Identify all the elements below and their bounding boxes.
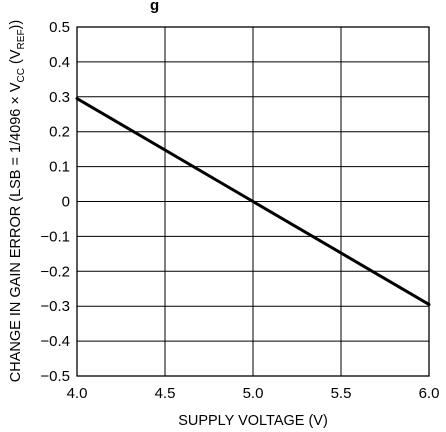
x-axis-label: SUPPLY VOLTAGE (V) [178,413,328,429]
y-axis-label-part: CHANGE IN GAIN ERROR (LSB = 1/4096 × V [8,82,24,382]
y-axis-label: CHANGE IN GAIN ERROR (LSB = 1/4096 × VCC… [8,20,27,382]
y-tick-label: 0.5 [49,19,70,36]
y-axis-label-sub-ref: REF [16,29,27,49]
y-tick-label: −0.5 [40,368,70,385]
x-tick-labels: 4.0 4.5 5.0 5.5 6.0 [67,385,440,402]
y-tick-label: 0.1 [49,159,70,176]
x-tick-label: 4.5 [155,385,176,402]
x-tick-label: 5.5 [331,385,352,402]
series-line [75,97,431,306]
y-axis-label-part: (V [8,49,24,68]
y-axis-label-part: )) [8,20,24,30]
x-tick-label: 6.0 [419,385,440,402]
y-tick-labels: 0.5 0.4 0.3 0.2 0.1 0 −0.1 −0.2 −0.3 −0.4 −0.5 [40,19,70,385]
y-tick-label: −0.1 [40,228,70,245]
plot-frame [76,26,430,377]
y-tick-label: −0.2 [40,263,70,280]
series-group [75,97,431,306]
y-tick-label: 0.3 [49,89,70,106]
x-tick-label: 5.0 [243,385,264,402]
y-tick-label: −0.3 [40,298,70,315]
x-tick-label: 4.0 [67,385,88,402]
y-tick-label: 0.4 [49,54,70,71]
y-axis-label-sub-cc: CC [16,68,27,82]
y-tick-label: −0.4 [40,333,70,350]
y-tick-label: 0 [62,194,70,211]
chart-title-fragment: g [150,0,159,14]
y-tick-label: 0.2 [49,124,70,141]
